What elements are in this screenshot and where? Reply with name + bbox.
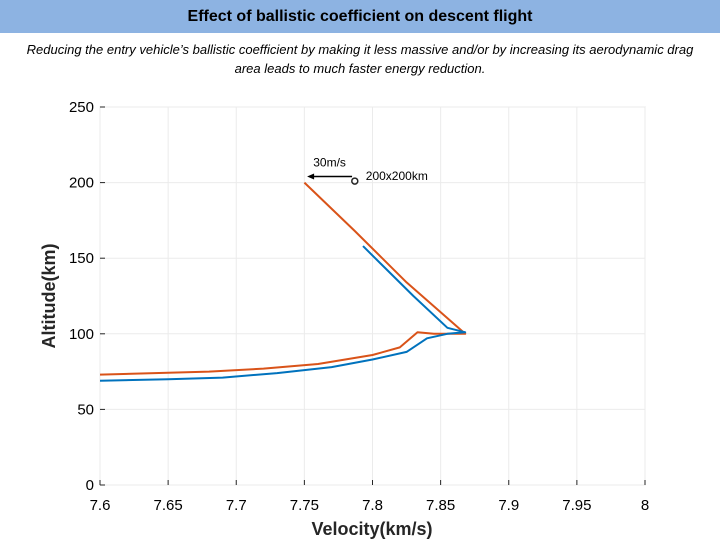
y-tick-label: 150 — [69, 250, 94, 267]
y-tick-label: 0 — [86, 477, 94, 494]
x-tick-label: 7.65 — [154, 497, 183, 514]
x-tick-label: 7.8 — [362, 497, 383, 514]
y-tick-label: 100 — [69, 326, 94, 343]
series-line — [99, 245, 467, 382]
marker-label: 200x200km — [366, 169, 428, 183]
title-bar: Effect of ballistic coefficient on desce… — [0, 0, 720, 33]
series-line — [99, 181, 467, 376]
y-tick-label: 200 — [69, 175, 94, 192]
series — [99, 181, 467, 382]
x-tick-label: 7.85 — [426, 497, 455, 514]
slide-title: Effect of ballistic coefficient on desce… — [187, 7, 533, 25]
start-marker — [351, 177, 359, 185]
y-tick-label: 50 — [77, 401, 94, 418]
arrow-label: 30m/s — [313, 156, 346, 170]
slide-description: Reducing the entry vehicle’s ballistic c… — [26, 42, 694, 76]
x-tick-label: 7.6 — [90, 497, 111, 514]
x-tick-label: 7.95 — [562, 497, 591, 514]
y-tick-label: 250 — [69, 99, 94, 116]
x-tick-label: 8 — [641, 497, 649, 514]
y-axis-label: Altitude(km) — [39, 244, 59, 349]
x-tick-label: 7.9 — [498, 497, 519, 514]
x-axis-label: Velocity(km/s) — [311, 519, 432, 539]
annotations: 30m/s 200x200km — [307, 156, 428, 185]
x-tick-label: 7.7 — [226, 497, 247, 514]
arrow-head — [307, 173, 315, 180]
axis-ticks: 7.6 7.65 7.7 7.75 7.8 7.85 7.9 7.95 8 0 50 100 150 20… — [69, 99, 649, 514]
x-tick-label: 7.75 — [290, 497, 319, 514]
